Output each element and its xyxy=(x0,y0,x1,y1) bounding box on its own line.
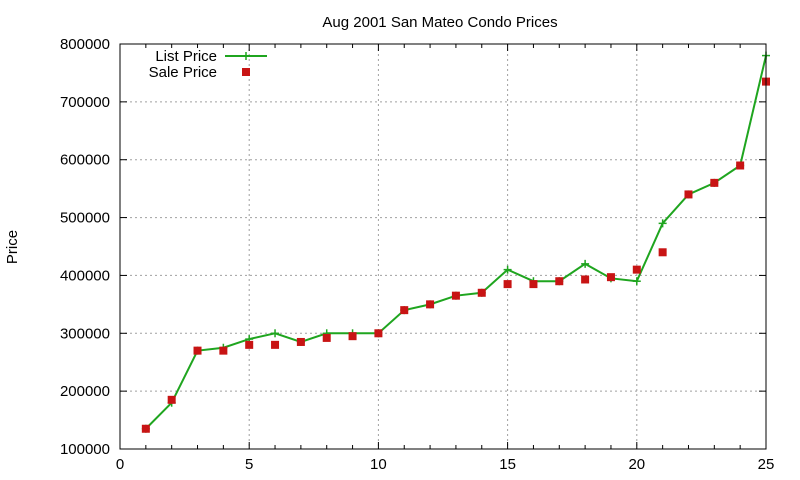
sale-price-point xyxy=(296,337,305,346)
sale-price-point xyxy=(400,306,409,315)
sale-price-point xyxy=(245,340,254,349)
list-price-line xyxy=(145,55,767,430)
sale-price-point xyxy=(658,248,667,257)
sale-price-point xyxy=(348,332,357,341)
list-price-point xyxy=(632,277,641,286)
sale-price-point xyxy=(581,275,590,284)
legend-marker-cross xyxy=(242,52,250,60)
series-list-price xyxy=(141,51,770,433)
y-tick-label: 300000 xyxy=(60,325,110,342)
y-tick-label: 600000 xyxy=(60,152,110,169)
sale-price-point xyxy=(426,300,435,309)
sale-price-point xyxy=(271,340,280,349)
sale-price-point xyxy=(451,291,460,300)
x-tick-label: 20 xyxy=(628,456,645,473)
legend-label: List Price xyxy=(155,48,217,65)
list-price-point xyxy=(503,265,512,274)
x-tick-label: 25 xyxy=(758,456,775,473)
legend-label: Sale Price xyxy=(149,64,217,81)
list-price-point xyxy=(271,329,280,338)
y-tick-label: 100000 xyxy=(60,441,110,458)
x-tick-label: 0 xyxy=(116,456,124,473)
sale-price-point xyxy=(710,178,719,187)
sale-price-point xyxy=(193,346,202,355)
plot-frame xyxy=(119,43,767,450)
sale-price-point xyxy=(141,424,150,433)
sale-price-point xyxy=(322,333,331,342)
sale-price-point xyxy=(477,288,486,297)
legend-marker-square xyxy=(242,68,250,76)
sale-price-point xyxy=(736,161,745,170)
sale-price-point xyxy=(374,329,383,338)
grid-layer xyxy=(120,44,766,449)
sale-price-point xyxy=(503,280,512,289)
sale-price-point xyxy=(167,395,176,404)
sale-price-point xyxy=(219,346,228,355)
sale-price-point xyxy=(632,265,641,274)
sale-price-point xyxy=(529,280,538,289)
list-price-point xyxy=(581,259,590,268)
y-tick-label: 800000 xyxy=(60,36,110,53)
series-layer xyxy=(141,51,770,433)
list-price-point xyxy=(658,219,667,228)
sale-price-point xyxy=(555,277,564,286)
sale-price-point xyxy=(684,190,693,199)
y-axis-label: Price xyxy=(4,230,21,264)
y-tick-label: 700000 xyxy=(60,94,110,111)
sale-price-point xyxy=(606,273,615,282)
series-sale-price xyxy=(141,77,770,433)
tick-layer: 0 5 10 15 20 25 100000 200000 300000 400000 500000… xyxy=(60,36,774,473)
x-tick-label: 15 xyxy=(499,456,516,473)
y-tick-label: 500000 xyxy=(60,210,110,227)
x-tick-label: 10 xyxy=(370,456,387,473)
y-tick-label: 200000 xyxy=(60,383,110,400)
chart-title: Aug 2001 San Mateo Condo Prices xyxy=(322,14,557,31)
y-tick-label: 400000 xyxy=(60,267,110,284)
x-tick-label: 5 xyxy=(245,456,253,473)
